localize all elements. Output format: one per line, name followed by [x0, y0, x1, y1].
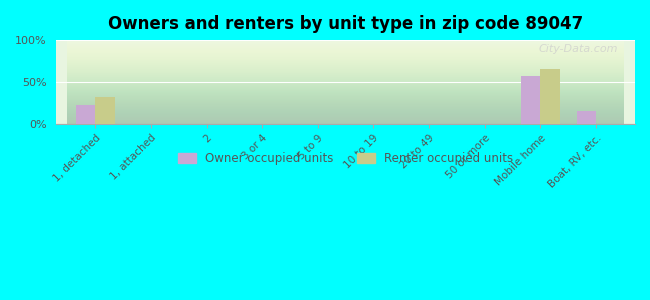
Bar — [540, 69, 560, 124]
Text: City-Data.com: City-Data.com — [538, 44, 617, 54]
Title: Owners and renters by unit type in zip code 89047: Owners and renters by unit type in zip c… — [108, 15, 583, 33]
Bar — [96, 97, 115, 124]
Bar — [521, 76, 540, 124]
Bar — [577, 111, 596, 124]
Legend: Owner occupied units, Renter occupied units: Owner occupied units, Renter occupied un… — [174, 147, 518, 170]
Bar — [76, 105, 96, 124]
